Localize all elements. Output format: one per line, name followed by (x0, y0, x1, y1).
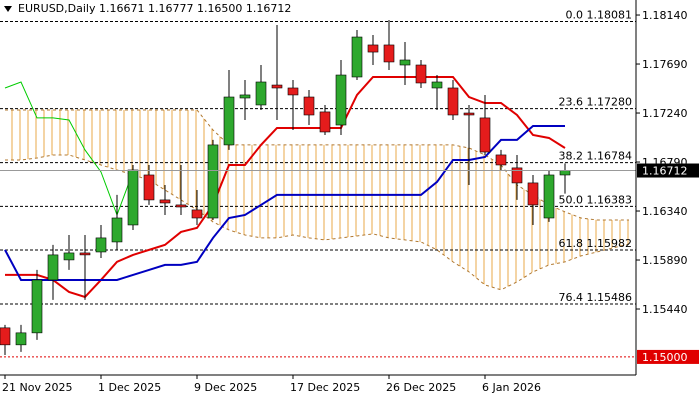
y-tick-label: 1.16340 (642, 205, 688, 218)
candle-body (79, 252, 91, 256)
candle-body (31, 279, 43, 334)
fib-label: 50.0 1.16383 (559, 193, 632, 206)
candle-body (303, 96, 315, 116)
fib-label: 61.8 1.15982 (559, 237, 632, 250)
candle-body (351, 36, 363, 78)
candle-body (319, 111, 331, 133)
x-tick-label: 17 Dec 2025 (290, 381, 360, 394)
candle-body (463, 112, 475, 116)
fib-label: 38.2 1.16784 (559, 150, 632, 163)
candle-body (143, 174, 155, 201)
candle-body (479, 117, 491, 153)
x-tick-label: 9 Dec 2025 (194, 381, 257, 394)
cloud-edge (5, 109, 629, 221)
candle-body (15, 332, 27, 346)
candle-body (207, 144, 219, 219)
x-tick-label: 6 Jan 2026 (482, 381, 541, 394)
candle-body (239, 94, 251, 99)
x-tick-label: 1 Dec 2025 (98, 381, 161, 394)
candle-body (95, 237, 107, 253)
fib-label: 23.6 1.17280 (559, 96, 632, 109)
x-tick-label: 26 Dec 2025 (386, 381, 456, 394)
menu-icon (4, 6, 12, 12)
candle-body (447, 87, 459, 116)
last-price-label: 1.16712 (642, 165, 688, 178)
cloud-edge (5, 154, 630, 291)
fib-label: 0.0 1.18081 (566, 8, 632, 21)
candle-body (255, 81, 267, 106)
candle-body (159, 199, 171, 204)
candle-body (543, 174, 555, 219)
candle-body (191, 209, 203, 219)
y-tick-label: 1.15440 (642, 303, 688, 316)
fib-label: 76.4 1.15486 (559, 291, 632, 304)
chart-title: EURUSD,Daily 1.16671 1.16777 1.16500 1.1… (18, 2, 291, 15)
candle-body (111, 217, 123, 243)
y-tick-label: 1.18140 (642, 9, 688, 22)
candle-body (367, 44, 379, 53)
y-tick-label: 1.17690 (642, 58, 688, 71)
alert-label: 1.15000 (642, 351, 688, 364)
y-tick-label: 1.17240 (642, 107, 688, 120)
cloud-fill (5, 109, 629, 290)
candle-body (559, 170, 571, 176)
indicator-line (5, 75, 566, 299)
alert-box (637, 349, 699, 364)
candle-body (223, 96, 235, 146)
indicator-line (4, 124, 565, 281)
candle-body (127, 169, 139, 226)
candle-body (47, 254, 59, 281)
candle-body (511, 167, 523, 184)
candle-body (415, 64, 427, 84)
candle-body (399, 59, 411, 66)
candle-body (175, 204, 187, 208)
candle-body (527, 182, 539, 206)
candle-body (383, 44, 395, 63)
candle-body (335, 74, 347, 126)
indicator-line (4, 81, 134, 217)
candle-body (63, 252, 75, 261)
x-tick-label: 21 Nov 2025 (2, 381, 72, 394)
last-price-box (637, 163, 699, 178)
y-tick-label: 1.15890 (642, 254, 688, 267)
candle-body (271, 84, 283, 89)
candle-body (0, 327, 11, 346)
candle-body (431, 81, 443, 89)
candle-body (287, 87, 299, 96)
candle-body (495, 154, 507, 166)
